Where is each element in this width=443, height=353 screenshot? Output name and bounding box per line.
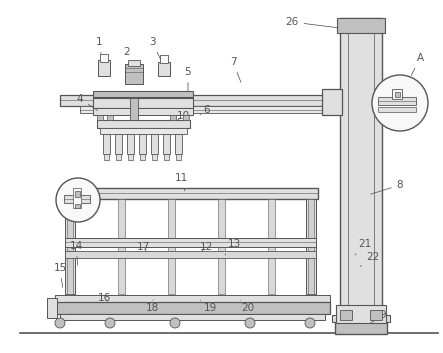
Bar <box>127 134 134 154</box>
Bar <box>176 154 181 160</box>
Text: 6: 6 <box>200 105 210 115</box>
Text: 7: 7 <box>229 57 241 82</box>
Text: 18: 18 <box>145 300 159 313</box>
Circle shape <box>305 318 315 328</box>
Bar <box>116 154 121 160</box>
Bar <box>378 107 416 112</box>
Text: 5: 5 <box>185 67 191 94</box>
Bar <box>128 154 133 160</box>
Circle shape <box>372 75 428 131</box>
Text: 20: 20 <box>240 300 255 313</box>
Text: 19: 19 <box>200 300 217 313</box>
Bar <box>140 154 145 160</box>
Bar <box>55 295 330 302</box>
Text: A: A <box>411 53 424 76</box>
Bar <box>55 302 330 314</box>
Bar <box>100 54 108 62</box>
Bar <box>151 134 158 154</box>
Bar <box>125 64 143 84</box>
Bar <box>340 18 382 326</box>
Bar <box>268 199 275 294</box>
Text: 3: 3 <box>149 37 161 60</box>
Bar <box>93 108 193 115</box>
Text: 9: 9 <box>370 310 386 323</box>
Bar <box>158 62 170 76</box>
Bar <box>65 199 75 294</box>
Text: 15: 15 <box>53 263 66 287</box>
Bar <box>218 199 225 294</box>
Bar <box>80 106 340 113</box>
Bar <box>335 320 387 334</box>
Bar <box>163 134 170 154</box>
Text: 4: 4 <box>77 94 97 110</box>
Bar <box>160 55 168 63</box>
Bar <box>170 115 176 120</box>
Bar <box>97 115 103 120</box>
Bar <box>308 199 314 294</box>
Bar <box>65 238 316 247</box>
Bar <box>139 134 146 154</box>
Bar <box>395 92 400 97</box>
Bar <box>152 154 157 160</box>
Bar <box>73 188 81 208</box>
Bar <box>97 120 190 128</box>
Text: 10: 10 <box>176 111 190 121</box>
Bar <box>75 191 80 197</box>
Text: 26: 26 <box>285 17 337 28</box>
Text: 11: 11 <box>175 173 188 191</box>
Text: B: B <box>64 183 72 196</box>
Bar <box>103 134 110 154</box>
Text: 1: 1 <box>96 37 102 62</box>
Circle shape <box>105 318 115 328</box>
Circle shape <box>170 318 180 328</box>
Text: 8: 8 <box>371 180 403 194</box>
Bar <box>175 134 182 154</box>
Bar <box>60 314 325 320</box>
Bar <box>340 310 352 320</box>
Bar <box>118 199 125 294</box>
Bar <box>107 115 113 120</box>
Bar <box>370 310 382 320</box>
Bar <box>130 98 138 120</box>
Bar <box>322 89 342 115</box>
Bar <box>128 60 140 66</box>
Text: 22: 22 <box>360 252 380 267</box>
Bar <box>63 188 318 199</box>
Bar <box>168 199 175 294</box>
Bar <box>378 97 416 105</box>
Bar <box>392 89 402 99</box>
Text: 12: 12 <box>199 242 213 252</box>
Bar <box>64 195 90 203</box>
Bar <box>164 154 169 160</box>
Bar <box>47 298 57 318</box>
Bar <box>65 251 316 258</box>
Circle shape <box>245 318 255 328</box>
Bar <box>93 91 193 97</box>
Bar <box>60 95 340 106</box>
Text: 16: 16 <box>97 293 111 303</box>
Bar <box>337 18 385 33</box>
Circle shape <box>56 178 100 222</box>
Text: 21: 21 <box>355 239 372 255</box>
Text: 13: 13 <box>225 239 241 255</box>
Bar <box>306 199 316 294</box>
Bar <box>100 128 187 134</box>
Bar <box>93 98 193 108</box>
Bar <box>332 315 390 322</box>
Text: 2: 2 <box>124 47 131 65</box>
Bar <box>75 204 80 208</box>
Text: 14: 14 <box>70 241 83 265</box>
Bar <box>104 154 109 160</box>
Bar <box>115 134 122 154</box>
Text: 17: 17 <box>136 242 150 252</box>
Bar <box>183 115 189 120</box>
Bar <box>67 199 73 294</box>
Bar <box>98 60 110 76</box>
Bar <box>336 305 386 323</box>
Circle shape <box>55 318 65 328</box>
